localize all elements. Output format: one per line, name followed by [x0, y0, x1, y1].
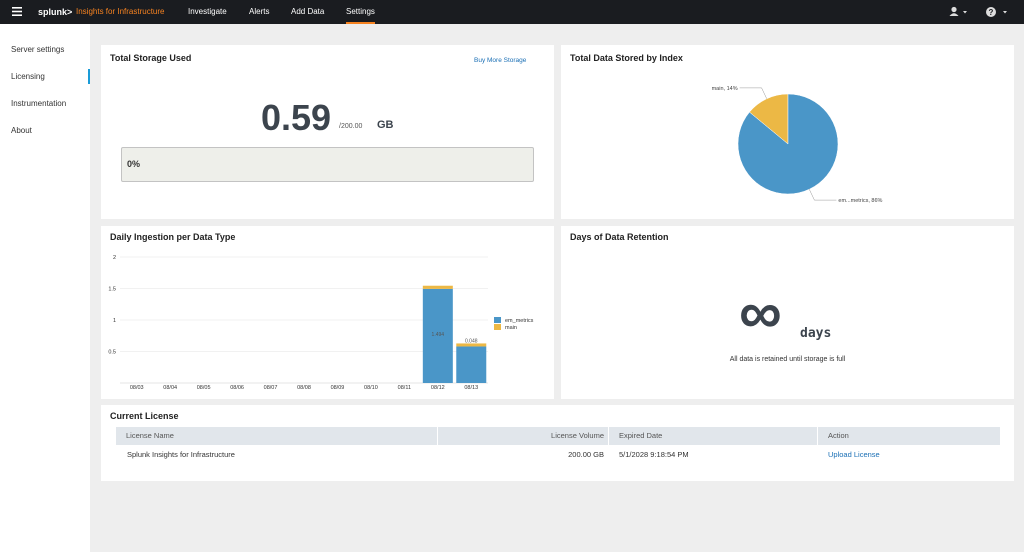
y-tick-label: 1	[113, 318, 116, 324]
y-tick-label: 0.5	[108, 350, 116, 356]
table-cell: 5/1/2028 9:18:54 PM	[619, 450, 689, 459]
bar-segment	[456, 343, 487, 347]
y-tick-label: 2	[113, 255, 116, 261]
data-label: 1.494	[432, 332, 445, 338]
user-menu[interactable]	[948, 6, 970, 18]
legend-label: em_metrics	[505, 318, 534, 324]
table-cell: 200.00 GB	[568, 450, 604, 459]
sidebar-item[interactable]: Server settings	[11, 45, 65, 54]
storage-limit: /200.00	[339, 123, 363, 130]
infinity-symbol: ∞	[739, 279, 782, 346]
nav-item[interactable]: Add Data	[291, 7, 325, 16]
leader-line	[809, 189, 837, 201]
pie-label: main, 14%	[712, 86, 738, 92]
x-tick-label: 08/03	[130, 385, 144, 391]
retention-note: All data is retained until storage is fu…	[729, 356, 846, 363]
x-tick-label: 08/05	[197, 385, 211, 391]
menu-icon[interactable]	[12, 7, 22, 16]
storage-unit: GB	[377, 119, 394, 131]
y-tick-label: 1.5	[108, 287, 116, 293]
sidebar-item[interactable]: About	[11, 126, 32, 135]
x-tick-label: 08/10	[364, 385, 378, 391]
table-cell: Splunk Insights for Infrastructure	[127, 450, 235, 459]
panel-title: Days of Data Retention	[570, 232, 669, 242]
top-nav: splunk> Insights for Infrastructure Inve…	[0, 0, 1024, 24]
x-tick-label: 08/11	[398, 385, 411, 391]
bar-segment	[422, 288, 453, 383]
upload-license-link[interactable]: Upload License	[828, 450, 880, 459]
table-header: License Name	[116, 427, 437, 445]
x-tick-label: 08/06	[230, 385, 244, 391]
panel-title: Total Data Stored by Index	[570, 53, 683, 63]
pie-label: em...metrics, 86%	[838, 198, 882, 204]
help-menu[interactable]: ?	[985, 6, 1011, 18]
panel-title: Current License	[110, 411, 179, 421]
retention-unit: days	[800, 326, 832, 341]
table-header: License Volume	[438, 427, 608, 445]
buy-storage-link[interactable]: Buy More Storage	[474, 57, 527, 64]
legend-swatch	[494, 324, 501, 330]
storage-value: 0.59	[261, 97, 332, 138]
sidebar: Server settings Licensing Instrumentatio…	[0, 24, 90, 552]
nav-item-active[interactable]: Settings	[346, 0, 375, 24]
storage-panel: Total Storage Used Buy More Storage 0.59…	[101, 45, 554, 219]
bar-segment	[456, 346, 487, 383]
retention-panel: Days of Data Retention ∞ days All data i…	[561, 226, 1014, 399]
progress-bar: 0%	[121, 147, 534, 182]
nav-item[interactable]: Investigate	[188, 7, 227, 16]
index-panel: Total Data Stored by Index main, 14% em..…	[561, 45, 1014, 219]
panel-title: Total Storage Used	[110, 53, 192, 63]
leader-line	[739, 87, 767, 99]
sidebar-item-active[interactable]: Licensing	[11, 72, 45, 81]
table-header: Expired Date	[609, 427, 817, 445]
x-tick-label: 08/12	[431, 385, 445, 391]
table-header: Action	[818, 427, 1000, 445]
x-tick-label: 08/13	[464, 385, 478, 391]
pie-slice	[737, 93, 839, 195]
product-name: Insights for Infrastructure	[76, 7, 165, 16]
x-tick-label: 08/04	[163, 385, 177, 391]
x-tick-label: 08/08	[297, 385, 311, 391]
x-tick-label: 08/07	[264, 385, 278, 391]
legend-label: main	[505, 325, 517, 331]
ingestion-panel: Daily Ingestion per Data Type 0.5 1 1.5 2 1.…	[101, 226, 554, 399]
active-indicator	[88, 69, 90, 84]
panel-title: Daily Ingestion per Data Type	[110, 232, 236, 242]
sidebar-item[interactable]: Instrumentation	[11, 99, 67, 108]
svg-text:?: ?	[989, 8, 994, 17]
legend-swatch	[494, 317, 501, 323]
bar-segment	[422, 285, 453, 289]
pie-chart: main, 14% em...metrics, 86%	[712, 86, 883, 204]
x-tick-label: 08/09	[331, 385, 345, 391]
progress-label: 0%	[127, 159, 141, 169]
bar-chart: 0.5 1 1.5 2 1.494 0.048 08/03 08/04 08/05 08/06 08…	[108, 255, 534, 391]
logo[interactable]: splunk>	[38, 7, 73, 17]
nav-item[interactable]: Alerts	[249, 7, 270, 16]
data-label: 0.048	[465, 338, 478, 344]
